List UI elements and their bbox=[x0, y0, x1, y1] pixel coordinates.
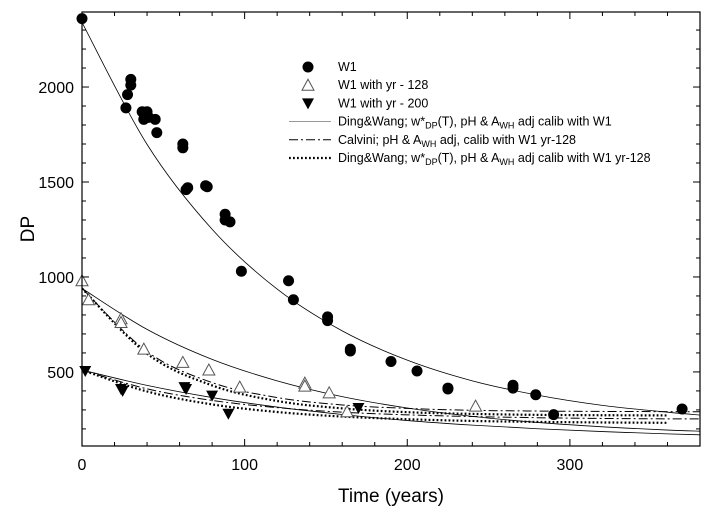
point-open-triangle-up bbox=[340, 404, 354, 418]
legend-label: W1 bbox=[338, 60, 357, 74]
legend-text: adj, calib with W1 yr-128 bbox=[436, 133, 576, 147]
point-filled-circle bbox=[548, 409, 560, 421]
legend-label: W1 with yr - 128 bbox=[338, 78, 428, 92]
point-filled-circle bbox=[201, 181, 213, 193]
legend-item: Calvini; pH & AWH adj, calib with W1 yr-… bbox=[289, 133, 576, 149]
point-filled-circle bbox=[235, 265, 247, 277]
y-tick-label: 1000 bbox=[38, 270, 74, 287]
y-tick-label: 2000 bbox=[38, 80, 74, 97]
data-points bbox=[75, 13, 688, 421]
x-axis-label: Time (years) bbox=[338, 486, 444, 507]
point-filled-circle bbox=[442, 383, 454, 395]
legend-text: adj calib with W1 bbox=[514, 115, 611, 129]
legend-text: Ding&Wang; w* bbox=[338, 115, 425, 129]
curve-solid-0 bbox=[82, 22, 700, 416]
fit-curves bbox=[82, 22, 700, 436]
curve-dash-dot-1 bbox=[82, 369, 700, 420]
legend-label: Ding&Wang; w*DP(T), pH & AWH adj calib w… bbox=[338, 115, 612, 131]
legend-marker-filled-triangle-down bbox=[302, 98, 314, 110]
point-filled-circle bbox=[149, 113, 161, 125]
y-tick-label: 1500 bbox=[38, 175, 74, 192]
point-open-triangle-up bbox=[232, 380, 247, 393]
point-filled-circle bbox=[287, 294, 299, 306]
point-filled-circle bbox=[151, 127, 163, 139]
legend-subscript: WH bbox=[499, 157, 514, 167]
axis-ticks: 0 100 200 300 500 1000 1500 2000 bbox=[38, 12, 701, 474]
plot-frame bbox=[81, 11, 701, 447]
curve-dash-dot-0 bbox=[82, 287, 700, 413]
point-open-triangle-up bbox=[322, 385, 337, 399]
legend-text: (T), pH & A bbox=[438, 115, 500, 129]
x-tick-label: 200 bbox=[394, 457, 421, 474]
point-filled-circle bbox=[530, 389, 542, 401]
legend-text: (T), pH & A bbox=[438, 151, 500, 165]
curve-solid-2 bbox=[82, 369, 700, 436]
legend-text: W1 bbox=[338, 60, 357, 74]
legend-label: Ding&Wang; w*DP(T), pH & AWH adj calib w… bbox=[338, 151, 651, 167]
point-filled-circle bbox=[182, 182, 194, 194]
point-open-triangle-up bbox=[175, 355, 190, 368]
point-filled-circle bbox=[177, 142, 189, 154]
point-filled-circle bbox=[385, 355, 397, 367]
curve-dotted-0 bbox=[82, 287, 668, 417]
point-filled-circle bbox=[122, 89, 134, 101]
legend-subscript: DP bbox=[425, 157, 438, 167]
legend-text: Ding&Wang; w* bbox=[338, 151, 425, 165]
point-open-triangle-up bbox=[136, 342, 151, 355]
x-tick-label: 100 bbox=[231, 457, 258, 474]
point-filled-circle bbox=[322, 315, 334, 327]
point-filled-triangle-down bbox=[116, 385, 129, 397]
point-open-triangle-up bbox=[202, 362, 216, 376]
legend-subscript: WH bbox=[421, 139, 436, 149]
legend-text: Calvini; pH & A bbox=[338, 133, 422, 147]
point-filled-triangle-down bbox=[222, 408, 235, 420]
curve-dotted-1 bbox=[82, 368, 668, 424]
legend-marker-open-triangle-up bbox=[301, 78, 315, 91]
point-filled-triangle-down bbox=[180, 384, 193, 396]
legend-text: W1 with yr - 200 bbox=[338, 96, 428, 110]
legend-item: W1 with yr - 128 bbox=[301, 78, 428, 92]
point-filled-circle bbox=[676, 403, 688, 415]
legend-subscript: WH bbox=[499, 121, 514, 131]
legend-item: W1 with yr - 200 bbox=[302, 96, 428, 110]
y-tick-label: 500 bbox=[47, 365, 74, 382]
point-filled-triangle-down bbox=[206, 390, 219, 402]
legend-text: W1 with yr - 128 bbox=[338, 78, 428, 92]
point-filled-triangle-down bbox=[352, 403, 365, 415]
legend-text: adj calib with W1 yr-128 bbox=[514, 151, 650, 165]
point-open-triangle-up bbox=[114, 315, 128, 329]
legend: W1 W1 with yr - 128 W1 with yr - 200 Ding&W… bbox=[289, 60, 651, 167]
point-open-triangle-up bbox=[81, 292, 96, 306]
x-tick-label: 0 bbox=[78, 457, 87, 474]
point-filled-circle bbox=[411, 365, 423, 377]
legend-marker-filled-circle bbox=[302, 61, 314, 73]
x-tick-label: 300 bbox=[557, 457, 584, 474]
point-filled-circle bbox=[120, 102, 132, 114]
point-open-triangle-up bbox=[468, 399, 483, 412]
point-open-triangle-up bbox=[297, 379, 312, 392]
legend-item: Ding&Wang; w*DP(T), pH & AWH adj calib w… bbox=[289, 115, 612, 131]
point-filled-circle bbox=[125, 79, 137, 91]
legend-item: W1 bbox=[302, 60, 357, 74]
point-filled-circle bbox=[224, 216, 236, 228]
legend-label: W1 with yr - 200 bbox=[338, 96, 428, 110]
legend-label: Calvini; pH & AWH adj, calib with W1 yr-… bbox=[338, 133, 576, 149]
point-filled-circle bbox=[283, 275, 295, 287]
y-axis-label: DP bbox=[18, 216, 39, 242]
legend-subscript: DP bbox=[425, 121, 438, 131]
legend-item: Ding&Wang; w*DP(T), pH & AWH adj calib w… bbox=[289, 151, 651, 167]
point-filled-circle bbox=[507, 382, 519, 394]
point-filled-circle bbox=[344, 345, 356, 357]
